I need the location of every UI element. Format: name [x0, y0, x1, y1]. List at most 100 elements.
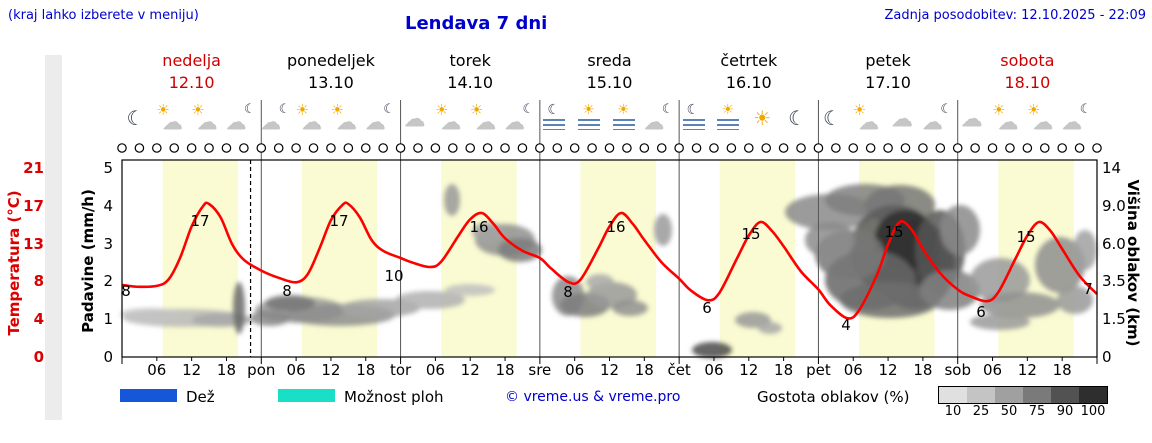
- hour-circle: [273, 143, 284, 153]
- cloud-blob: [445, 284, 495, 296]
- hour-circle: [326, 143, 336, 153]
- hour-circle: [448, 143, 458, 153]
- density-gradient-segment: [1079, 387, 1107, 403]
- hour-circle: [831, 143, 841, 153]
- hour-circle: [1057, 143, 1067, 153]
- hour-circle: [291, 143, 301, 153]
- hour-circle: [935, 143, 946, 153]
- hour-circle: [918, 143, 928, 153]
- cloud-blob: [120, 308, 180, 320]
- hour-circle: [482, 143, 493, 153]
- cloud-blob: [920, 270, 980, 310]
- cloud-blob: [654, 214, 672, 246]
- hour-circle: [395, 143, 406, 153]
- hour-circle: [413, 143, 423, 153]
- hour-circle: [900, 143, 911, 153]
- hour-circle: [117, 143, 127, 153]
- hour-circle: [970, 143, 980, 153]
- hour-circle: [1005, 143, 1015, 153]
- left-axis-strip: [45, 55, 62, 420]
- hour-circle: [639, 143, 650, 153]
- hour-circle: [1074, 143, 1085, 153]
- cloud-cover-layer: [120, 184, 1097, 358]
- hour-circle: [343, 143, 354, 153]
- cloud-blob: [1073, 230, 1097, 270]
- hour-circle: [308, 143, 319, 153]
- cloud-density-label: Gostota oblakov (%): [757, 388, 910, 406]
- hour-circle: [500, 143, 510, 153]
- daylight-band: [162, 160, 239, 357]
- hour-circle: [883, 143, 893, 153]
- hour-circle: [778, 143, 789, 153]
- hour-circle: [1092, 143, 1102, 153]
- hour-circle: [239, 143, 249, 153]
- hour-circle: [221, 143, 232, 153]
- cloud-blob: [586, 274, 614, 290]
- hour-circle: [587, 143, 597, 153]
- cloud-blob: [250, 310, 290, 326]
- density-gradient-segment: [1051, 387, 1079, 403]
- hour-circle: [726, 143, 737, 153]
- density-gradient-segment: [995, 387, 1023, 403]
- cloud-blob: [444, 184, 460, 216]
- hour-circle: [552, 143, 563, 153]
- hour-circle: [1039, 143, 1050, 153]
- hour-circle: [987, 143, 998, 153]
- hour-circle: [691, 143, 702, 153]
- hour-circle: [256, 143, 267, 153]
- cloud-blob: [840, 282, 940, 318]
- temperature-curve: [121, 201, 1098, 320]
- copyright-text: © vreme.us & vreme.pro: [505, 389, 681, 405]
- hour-circle: [134, 143, 145, 153]
- hour-circle: [848, 143, 859, 153]
- hour-circle: [622, 143, 632, 153]
- hour-circle: [761, 143, 771, 153]
- showers-legend-swatch: [278, 389, 335, 402]
- hour-circle: [465, 143, 476, 153]
- hour-circle: [152, 143, 162, 153]
- cloud-blob: [970, 314, 1030, 330]
- cloud-blob: [805, 222, 855, 258]
- hour-circle: [674, 143, 684, 153]
- hour-circle: [743, 143, 754, 153]
- daylight-band: [301, 160, 378, 357]
- hour-circle: [709, 143, 719, 153]
- density-gradient-segment: [939, 387, 967, 403]
- hour-circle: [378, 143, 388, 153]
- cloud-density-gradient: [938, 386, 1108, 404]
- cloud-blob: [265, 295, 315, 311]
- rain-legend-label: Dež: [186, 388, 215, 406]
- hour-circle: [813, 143, 824, 153]
- cloud-blob: [692, 342, 732, 358]
- hour-circle: [186, 143, 197, 153]
- menu-hint: (kraj lahko izberete v meniju): [8, 8, 199, 23]
- hour-circle: [569, 143, 580, 153]
- cloud-blob: [980, 292, 1060, 318]
- cloud-blob: [1035, 237, 1085, 293]
- density-gradient-segment: [967, 387, 995, 403]
- last-update-text: Zadnja posodobitev: 12.10.2025 - 22:09: [884, 8, 1146, 23]
- cloud-blob: [758, 322, 782, 334]
- hour-circle: [169, 143, 180, 153]
- hour-circle: [952, 143, 963, 153]
- cloud-blob: [970, 258, 1030, 302]
- hour-circle: [656, 143, 667, 153]
- cloud-blob: [395, 291, 465, 309]
- cloud-blob: [612, 300, 648, 316]
- page-title: Lendava 7 dni: [405, 13, 548, 34]
- hour-circle: [430, 143, 441, 153]
- cloud-blob: [233, 282, 245, 334]
- density-gradient-segment: [1023, 387, 1051, 403]
- hour-circle: [1022, 143, 1033, 153]
- hour-circle: [535, 143, 545, 153]
- hour-circle: [865, 143, 876, 153]
- hour-circle: [360, 143, 371, 153]
- showers-legend-label: Možnost ploh: [344, 388, 444, 406]
- hour-circle: [796, 143, 806, 153]
- rain-legend-swatch: [120, 389, 177, 402]
- hour-circle: [604, 143, 615, 153]
- hour-circle: [517, 143, 528, 153]
- hour-circle: [204, 143, 214, 153]
